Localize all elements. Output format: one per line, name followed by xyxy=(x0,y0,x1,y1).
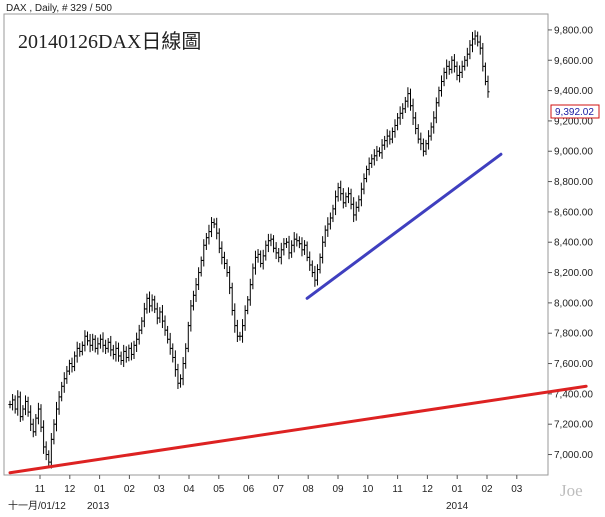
x-sub-label: 十一月/01/12 xyxy=(8,499,66,512)
x-tick-label: 01 xyxy=(94,484,106,495)
last-price-label: 9,392.02 xyxy=(555,107,594,118)
y-axis: 7,000.00 7,200.00 7,400.00 7,600.00 7,800.00… xyxy=(548,25,593,461)
y-tick-label: 7,200.00 xyxy=(554,420,593,431)
author-watermark: Joe xyxy=(560,481,583,500)
y-tick-label: 9,800.00 xyxy=(554,25,593,36)
x-tick-label: 11 xyxy=(35,484,46,495)
y-tick-label: 9,200.00 xyxy=(554,116,593,127)
x-tick-label: 12 xyxy=(422,484,434,495)
x-tick-label: 06 xyxy=(243,484,255,495)
x-tick-label: 03 xyxy=(154,484,166,495)
x-tick-label: 07 xyxy=(273,484,285,495)
y-tick-label: 8,000.00 xyxy=(554,298,593,309)
y-tick-label: 8,600.00 xyxy=(554,207,593,218)
x-sub-label: 2014 xyxy=(446,501,469,512)
symbol-info: DAX , Daily, # 329 / 500 xyxy=(6,3,112,14)
last-price-box xyxy=(550,104,600,119)
long-term-support-trendline xyxy=(8,384,588,475)
x-sub-label: 2013 xyxy=(87,501,110,512)
y-tick-label: 8,800.00 xyxy=(554,177,593,188)
y-tick-label: 9,400.00 xyxy=(554,86,593,97)
y-tick-label: 8,200.00 xyxy=(554,268,593,279)
x-tick-label: 11 xyxy=(392,484,403,495)
price-bars xyxy=(8,30,490,469)
short-term-support-trendline xyxy=(305,152,503,300)
price-bar xyxy=(486,75,490,98)
y-tick-label: 9,600.00 xyxy=(554,56,593,67)
y-tick-label: 7,400.00 xyxy=(554,389,593,400)
x-tick-label: 03 xyxy=(511,484,523,495)
last-price-marker: 9,392.02 xyxy=(550,104,600,119)
x-tick-label: 04 xyxy=(183,484,195,495)
y-tick-label: 7,000.00 xyxy=(554,450,593,461)
y-tick-label: 8,400.00 xyxy=(554,238,593,249)
y-tick-label: 7,800.00 xyxy=(554,329,593,340)
x-tick-label: 02 xyxy=(481,484,493,495)
chart-title: 20140126DAX日線圖 xyxy=(18,30,201,53)
x-tick-label: 05 xyxy=(213,484,225,495)
x-axis: 11 12 01 02 03 04 05 06 07 08 09 10 11 12 01 02 03 十一月/01… xyxy=(8,475,523,512)
x-tick-label: 08 xyxy=(303,484,315,495)
x-tick-label: 01 xyxy=(452,484,464,495)
y-tick-label: 9,000.00 xyxy=(554,147,593,158)
trendlines xyxy=(8,152,588,475)
y-tick-label: 7,600.00 xyxy=(554,359,593,370)
x-tick-label: 02 xyxy=(124,484,136,495)
x-tick-label: 09 xyxy=(332,484,344,495)
x-tick-label: 10 xyxy=(362,484,374,495)
x-tick-label: 12 xyxy=(64,484,76,495)
